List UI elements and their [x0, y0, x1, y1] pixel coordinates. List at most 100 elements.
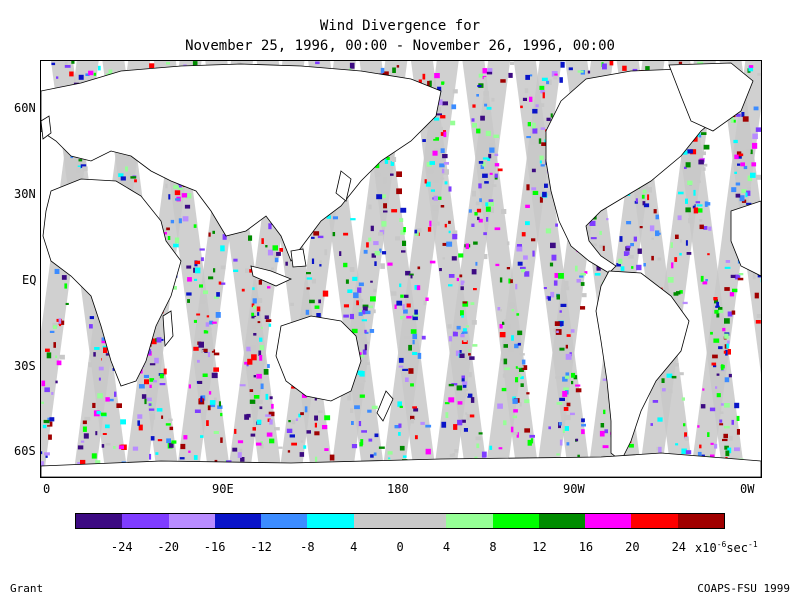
- divergence-pixel: [745, 192, 748, 198]
- divergence-pixel: [139, 384, 145, 389]
- divergence-pixel: [252, 325, 257, 329]
- divergence-pixel: [651, 237, 654, 240]
- divergence-pixel: [727, 349, 731, 355]
- divergence-pixel: [622, 65, 627, 71]
- divergence-pixel: [519, 366, 524, 372]
- divergence-pixel: [416, 285, 421, 291]
- divergence-pixel: [575, 438, 579, 442]
- divergence-pixel: [494, 173, 498, 178]
- divergence-pixel: [591, 243, 597, 247]
- divergence-pixel: [396, 65, 400, 68]
- divergence-pixel: [684, 432, 687, 438]
- divergence-pixel: [359, 353, 365, 358]
- divergence-pixel: [507, 324, 511, 329]
- divergence-pixel: [269, 396, 273, 400]
- divergence-pixel: [489, 207, 494, 213]
- divergence-pixel: [149, 363, 156, 366]
- world-map-panel: [40, 60, 762, 478]
- divergence-pixel: [269, 419, 273, 425]
- divergence-pixel: [714, 309, 719, 314]
- divergence-pixel: [440, 177, 445, 180]
- divergence-pixel: [55, 355, 58, 358]
- divergence-pixel: [433, 195, 438, 201]
- divergence-pixel: [703, 226, 708, 230]
- divergence-pixel: [512, 398, 518, 404]
- divergence-pixel: [706, 202, 711, 206]
- divergence-pixel: [422, 139, 426, 142]
- divergence-pixel: [657, 257, 662, 261]
- divergence-pixel: [412, 406, 417, 409]
- divergence-pixel: [731, 187, 737, 193]
- divergence-pixel: [697, 425, 700, 428]
- divergence-pixel: [604, 429, 608, 434]
- divergence-pixel: [722, 438, 728, 442]
- divergence-pixel: [157, 368, 162, 372]
- divergence-pixel: [208, 391, 212, 395]
- divergence-pixel: [392, 67, 396, 73]
- divergence-pixel: [170, 219, 175, 224]
- divergence-pixel: [570, 412, 575, 416]
- divergence-pixel: [682, 301, 688, 305]
- divergence-pixel: [44, 387, 50, 393]
- divergence-pixel: [603, 409, 606, 415]
- divergence-pixel: [318, 410, 323, 413]
- divergence-pixel: [569, 359, 573, 363]
- colorbar-tick-label: 8: [489, 540, 497, 554]
- divergence-pixel: [259, 406, 263, 410]
- divergence-pixel: [649, 225, 655, 232]
- divergence-pixel: [544, 139, 547, 143]
- divergence-pixel: [380, 67, 385, 73]
- divergence-pixel: [105, 355, 108, 361]
- divergence-pixel: [399, 405, 403, 408]
- divergence-pixel: [205, 322, 210, 327]
- divergence-pixel: [637, 248, 642, 254]
- divergence-pixel: [157, 439, 163, 442]
- divergence-pixel: [565, 344, 568, 349]
- divergence-pixel: [166, 62, 170, 65]
- borneo: [290, 248, 307, 268]
- divergence-pixel: [300, 440, 304, 443]
- divergence-pixel: [513, 409, 518, 413]
- divergence-pixel: [402, 368, 409, 371]
- divergence-pixel: [565, 322, 568, 327]
- divergence-pixel: [741, 112, 745, 117]
- colorbar-tick-label: -16: [203, 540, 226, 554]
- divergence-pixel: [370, 296, 376, 302]
- divergence-pixel: [46, 352, 52, 359]
- divergence-pixel: [564, 286, 570, 291]
- divergence-pixel: [472, 104, 476, 108]
- divergence-pixel: [85, 73, 90, 76]
- divergence-pixel: [173, 243, 179, 248]
- divergence-pixel: [703, 144, 710, 150]
- divergence-pixel: [253, 375, 256, 378]
- divergence-pixel: [549, 262, 554, 267]
- divergence-pixel: [382, 251, 387, 255]
- divergence-pixel: [434, 73, 440, 79]
- new-zealand: [376, 390, 394, 422]
- divergence-pixel: [464, 356, 468, 361]
- divergence-pixel: [499, 309, 502, 312]
- divergence-pixel: [250, 345, 256, 351]
- divergence-pixel: [693, 189, 696, 196]
- divergence-pixel: [738, 153, 744, 157]
- divergence-pixel: [83, 433, 89, 439]
- divergence-pixel: [449, 453, 454, 457]
- divergence-pixel: [349, 391, 352, 397]
- divergence-pixel: [198, 341, 204, 348]
- divergence-pixel: [370, 280, 373, 283]
- divergence-pixel: [245, 268, 249, 273]
- divergence-pixel: [655, 214, 659, 220]
- divergence-pixel: [448, 220, 451, 224]
- divergence-pixel: [95, 431, 98, 436]
- divergence-pixel: [418, 79, 422, 84]
- divergence-pixel: [95, 460, 101, 465]
- divergence-pixel: [59, 354, 65, 360]
- divergence-pixel: [497, 168, 503, 172]
- divergence-pixel: [522, 97, 527, 101]
- divergence-pixel: [268, 411, 275, 417]
- divergence-pixel: [755, 320, 761, 324]
- divergence-pixel: [478, 161, 484, 164]
- divergence-pixel: [206, 315, 210, 318]
- divergence-pixel: [606, 218, 609, 221]
- divergence-pixel: [461, 375, 465, 382]
